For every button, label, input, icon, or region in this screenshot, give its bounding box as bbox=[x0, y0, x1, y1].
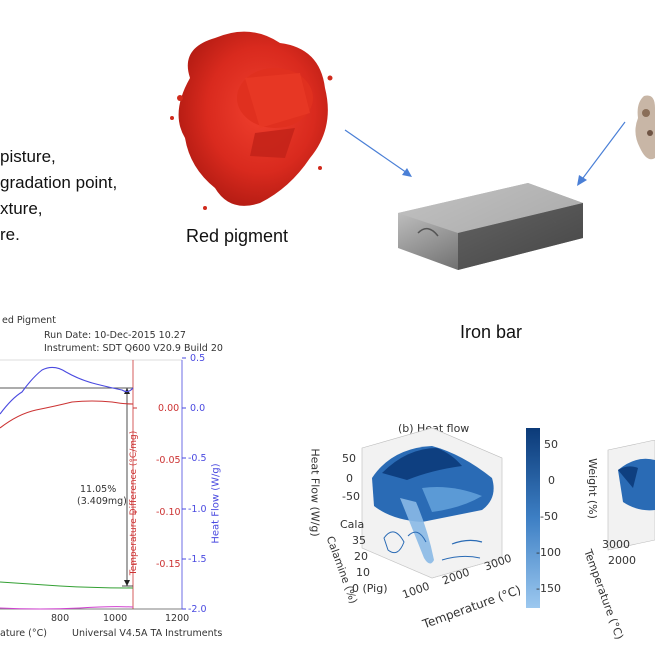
plot3d-z-label-text: Heat Flow (W/g) bbox=[308, 448, 322, 537]
tga-right-tick: -1.5 bbox=[188, 554, 207, 565]
red-pigment-image bbox=[170, 31, 333, 210]
tga-right-tick: -1.0 bbox=[188, 504, 207, 515]
tga-plot bbox=[0, 357, 186, 610]
bullet-item: xture, bbox=[0, 199, 43, 218]
tga-left-axis-label-text: Temperature Difference (°C/mg) bbox=[129, 430, 140, 576]
tga-footer: Universal V4.5A TA Instruments bbox=[72, 628, 223, 639]
iron-bar-image bbox=[398, 183, 583, 270]
tga-chart: ed Pigment Run Date: 10-Dec-2015 10.27 I… bbox=[0, 312, 235, 652]
weight-y-label: Temperature (°C) bbox=[581, 544, 626, 644]
plot3d-y-tick: 35 bbox=[352, 534, 366, 547]
tga-x-tick: 800 bbox=[51, 613, 70, 624]
tga-annotation-pct: 11.05% bbox=[80, 484, 117, 495]
plot3d-z-label: Heat Flow (W/g) bbox=[309, 446, 323, 546]
plot3d-colorbar-tick: 50 bbox=[544, 438, 558, 451]
tga-x-tick: 1000 bbox=[103, 613, 128, 624]
plot3d-colorbar-tick: -150 bbox=[536, 582, 561, 595]
plot3d-z-tick: -50 bbox=[342, 490, 360, 503]
tga-left-tick: -0.05 bbox=[156, 455, 181, 466]
tga-right-tick: 0.5 bbox=[190, 353, 206, 364]
tga-annotation-mg: (3.409mg) bbox=[77, 496, 127, 507]
bullet-list: pisture, gradation point, xture, re. bbox=[0, 146, 200, 246]
bullet-item: gradation point, bbox=[0, 173, 118, 192]
tga-right-axis-label: Heat Flow (W/g) bbox=[206, 408, 222, 588]
tga-left-tick: -0.10 bbox=[156, 507, 181, 518]
tga-run-date: Run Date: 10-Dec-2015 10.27 bbox=[44, 330, 186, 341]
arrow-right-to-iron bbox=[577, 121, 626, 186]
plot3d-colorbar bbox=[526, 428, 540, 608]
tga-left-tick: -0.15 bbox=[156, 559, 181, 570]
plot3d-z-tick: 50 bbox=[342, 452, 356, 465]
plot3d-y-tick: 10 bbox=[356, 566, 370, 579]
tga-left-axis-label: Temperature Difference (°C/mg) bbox=[129, 408, 154, 588]
tga-right-tick: -2.0 bbox=[188, 604, 207, 615]
weight-z-label: Weight (%) bbox=[578, 454, 599, 534]
weight-3d-surface bbox=[607, 440, 655, 551]
weight-z-label-text: Weight (%) bbox=[585, 458, 599, 519]
calamine-image bbox=[635, 95, 655, 160]
plot3d-surface bbox=[361, 427, 503, 579]
iron-bar-label: Iron bar bbox=[460, 322, 523, 342]
arrow-red-to-iron bbox=[344, 129, 412, 177]
tga-title: ed Pigment bbox=[2, 315, 56, 326]
tga-instrument: Instrument: SDT Q600 V20.9 Build 20 bbox=[44, 343, 223, 354]
plot3d-y-label: Calamine (%) bbox=[324, 534, 360, 614]
tga-x-tick: 1200 bbox=[165, 613, 190, 624]
weight-3d-plot: Weight (%) 3000 2000 Temperature (°C) bbox=[578, 440, 655, 650]
weight-y-tick: 3000 bbox=[602, 538, 630, 551]
red-pigment-label: Red pigment bbox=[186, 226, 289, 246]
tga-right-axis-label-text: Heat Flow (W/g) bbox=[210, 463, 222, 544]
plot3d-colorbar-tick: -50 bbox=[540, 510, 558, 523]
plot3d-y-tick: 0 (Pig) bbox=[352, 582, 388, 595]
plot3d-y-top: Cala bbox=[340, 518, 365, 531]
tga-right-tick: -0.5 bbox=[188, 453, 207, 464]
tga-left-tick: 0.00 bbox=[158, 403, 180, 414]
heatflow-3d-plot: (b) Heat flow Heat Flow (W/g) 50 0 -50 C… bbox=[309, 418, 572, 648]
plot3d-colorbar-tick: -100 bbox=[536, 546, 561, 559]
weight-y-tick: 2000 bbox=[608, 554, 636, 567]
plot3d-z-tick: 0 bbox=[346, 472, 353, 485]
plot3d-y-tick: 20 bbox=[354, 550, 368, 563]
tga-x-label: ature (°C) bbox=[0, 628, 47, 639]
bullet-item: re. bbox=[0, 225, 20, 244]
bullet-item: pisture, bbox=[0, 147, 56, 166]
tga-right-tick: 0.0 bbox=[190, 403, 206, 414]
plot3d-colorbar-tick: 0 bbox=[548, 474, 555, 487]
